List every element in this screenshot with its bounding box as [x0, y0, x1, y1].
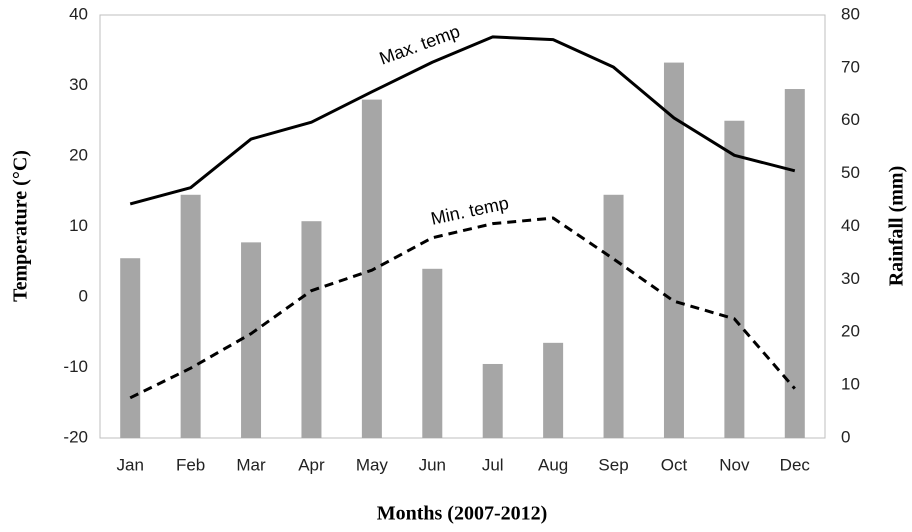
y2-tick-label: 50 [841, 163, 860, 182]
y-tick-label: -20 [63, 427, 88, 446]
x-tick-label: Dec [780, 455, 811, 474]
y2-tick-label: 20 [841, 322, 860, 341]
x-tick-label: Jan [116, 455, 143, 474]
y-tick-label: 0 [79, 286, 88, 305]
plot-frame [99, 14, 826, 439]
x-tick-label: Jun [419, 455, 446, 474]
y2-axis-title: Rainfall (mm) [886, 166, 908, 287]
bar [422, 268, 443, 438]
bar [543, 342, 564, 438]
x-tick-label: Sep [598, 455, 628, 474]
y2-tick-label: 10 [841, 375, 860, 394]
bar [301, 221, 322, 438]
bar [241, 242, 262, 438]
y2-tick-label: 70 [841, 57, 860, 76]
x-tick-label: Apr [298, 455, 325, 474]
y2-tick-label: 80 [841, 4, 860, 23]
bar [663, 62, 684, 439]
x-tick-label: Aug [538, 455, 568, 474]
x-tick-label: May [356, 455, 389, 474]
bar [180, 194, 201, 438]
y-tick-label: 10 [69, 216, 88, 235]
line [129, 35, 796, 206]
y2-tick-label: 30 [841, 269, 860, 288]
y2-tick-label: 40 [841, 216, 860, 235]
x-tick-label: Nov [719, 455, 750, 474]
bar [603, 194, 624, 438]
line [129, 216, 796, 400]
x-tick-label: Feb [176, 455, 205, 474]
x-tick-label: Jul [482, 455, 504, 474]
y-tick-label: 40 [69, 4, 88, 23]
y-tick-label: -10 [63, 357, 88, 376]
x-axis-title: Months (2007-2012) [377, 503, 548, 525]
x-tick-label: Oct [661, 455, 688, 474]
bar [724, 120, 745, 438]
y-axis-title: Temperature (°C) [10, 150, 32, 302]
bar [784, 89, 805, 439]
y2-tick-label: 0 [841, 427, 850, 446]
x-tick-label: Mar [236, 455, 266, 474]
y2-tick-label: 60 [841, 110, 860, 129]
y-tick-label: 20 [69, 145, 88, 164]
y-tick-label: 30 [69, 75, 88, 94]
bar [482, 363, 503, 438]
bar [120, 258, 141, 438]
line-annotation: Max. temp [377, 21, 463, 69]
